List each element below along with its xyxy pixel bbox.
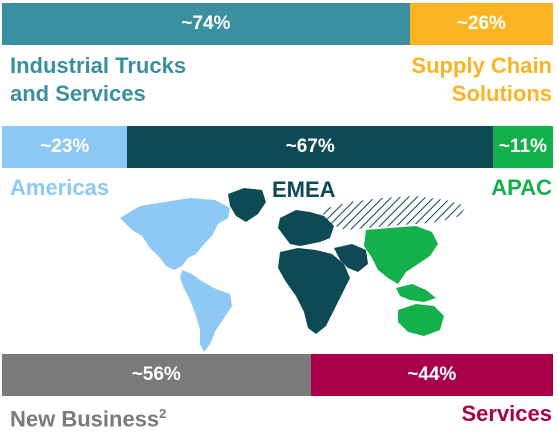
bar-segment-apac: ~11% — [492, 126, 553, 168]
label-line: Supply Chain — [411, 53, 552, 78]
map-russia — [320, 196, 466, 230]
bar-segment-label: ~74% — [181, 13, 231, 34]
map-greenland — [228, 188, 266, 222]
bar-segment-label: ~44% — [407, 364, 457, 385]
label-supply-chain: Supply Chain Solutions — [411, 52, 552, 108]
label-new-business: New Business2 — [10, 400, 166, 433]
footnote-marker: 2 — [159, 406, 167, 421]
map-south-america — [180, 270, 232, 352]
label-emea: EMEA — [272, 177, 336, 202]
map-australia — [398, 304, 444, 336]
segment-bar-divisions: ~74% ~26% — [2, 3, 553, 45]
bar-segment-industrial-trucks: ~74% — [2, 3, 410, 45]
bar-segment-label: ~56% — [131, 364, 181, 385]
bar-segment-label: ~23% — [40, 136, 90, 157]
bar-segment-supply-chain: ~26% — [409, 3, 553, 45]
label-text: New Business — [10, 406, 160, 432]
label-line: Solutions — [451, 81, 552, 106]
map-middle-east — [334, 244, 368, 272]
map-asia — [364, 226, 438, 284]
map-north-america — [120, 198, 230, 270]
bar-segment-label: ~67% — [285, 136, 335, 157]
label-americas: Americas — [10, 175, 110, 200]
bar-segment-label: ~26% — [456, 13, 506, 34]
bar-segment-emea: ~67% — [127, 126, 493, 168]
segment-bar-regions: ~23% ~67% ~11% — [2, 126, 553, 168]
world-map — [120, 188, 466, 352]
bar-segment-new-business: ~56% — [2, 354, 311, 396]
label-services: Services — [461, 401, 552, 426]
bar-segment-label: ~11% — [498, 136, 547, 157]
label-apac: APAC — [491, 175, 552, 200]
map-europe — [278, 210, 334, 246]
segment-bar-business-type: ~56% ~44% — [2, 354, 553, 396]
label-line: and Services — [10, 81, 146, 106]
map-africa — [278, 248, 350, 334]
label-industrial-trucks: Industrial Trucks and Services — [10, 52, 186, 108]
map-southeast-asia — [396, 284, 436, 302]
bar-segment-americas: ~23% — [2, 126, 128, 168]
bar-segment-services: ~44% — [310, 354, 553, 396]
label-line: Industrial Trucks — [10, 53, 187, 78]
